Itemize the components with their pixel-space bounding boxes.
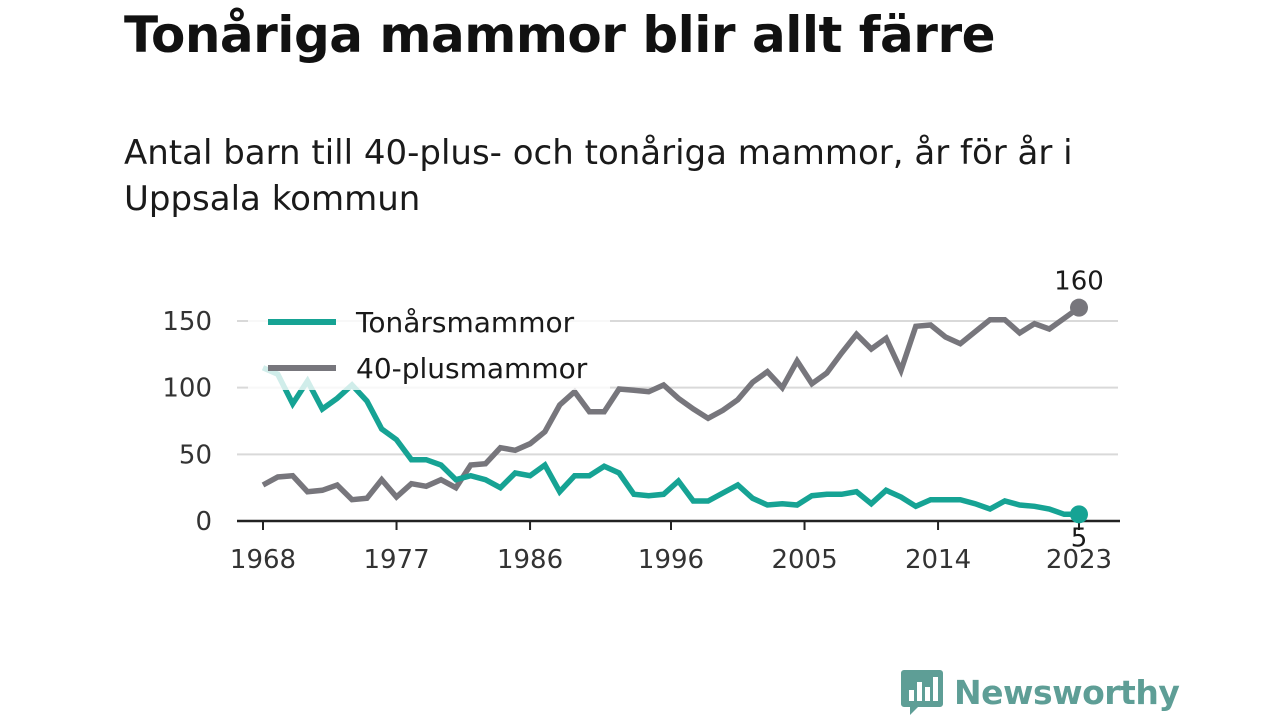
brand-logo: Newsworthy xyxy=(900,668,1180,716)
x-tick-label: 2023 xyxy=(1046,545,1112,575)
legend: Tonårsmammor 40-plusmammor xyxy=(248,290,610,390)
brand-name: Newsworthy xyxy=(954,672,1180,712)
y-tick-label: 150 xyxy=(162,307,212,337)
y-tick-label: 50 xyxy=(179,440,212,470)
teen-mothers-line xyxy=(261,365,1079,518)
chart-title: Tonåriga mammor blir allt färre xyxy=(124,6,996,64)
y-tick-label: 0 xyxy=(195,507,212,537)
legend-label-teen: Tonårsmammor xyxy=(355,306,575,339)
end-markers: 5 160 xyxy=(1054,267,1104,554)
x-tick-label: 2005 xyxy=(771,545,837,575)
forty-plus-mothers-line xyxy=(261,305,1081,503)
bar-chart-chat-icon xyxy=(901,670,943,715)
teen-end-marker xyxy=(1070,505,1088,524)
chart-subtitle: Antal barn till 40-plus- och tonåriga ma… xyxy=(124,133,1073,219)
series-lines xyxy=(261,305,1081,518)
y-tick-label: 100 xyxy=(162,374,212,404)
forty-end-label: 160 xyxy=(1054,267,1104,297)
y-axis-ticks: 0 50 100 150 xyxy=(162,307,212,537)
x-tick-label: 1996 xyxy=(638,545,704,575)
legend-label-forty: 40-plusmammor xyxy=(356,352,588,385)
x-tick-label: 1977 xyxy=(363,545,429,575)
legend-background xyxy=(248,290,610,390)
forty-end-marker xyxy=(1070,298,1088,317)
x-tick-label: 2014 xyxy=(905,545,971,575)
x-axis: 1968 1977 1986 1996 2005 2014 2023 xyxy=(230,519,1120,575)
teen-end-label: 5 xyxy=(1071,523,1088,553)
x-tick-label: 1968 xyxy=(230,545,296,575)
x-tick-label: 1986 xyxy=(497,545,563,575)
